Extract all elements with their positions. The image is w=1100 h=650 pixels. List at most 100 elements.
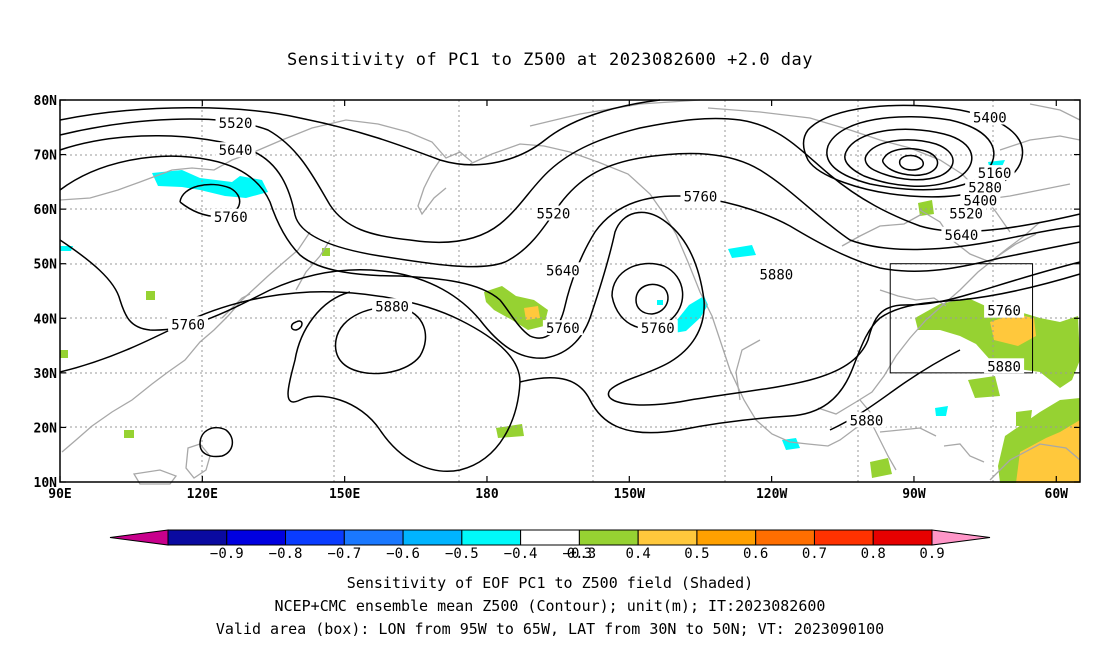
colorbar-swatch xyxy=(637,529,698,546)
lat-tick-label: 20N xyxy=(34,421,58,436)
colorbar-swatch xyxy=(813,529,874,546)
negative-patch xyxy=(728,245,756,258)
colorbar-label: −0.5 xyxy=(445,546,479,562)
lat-tick-label: 70N xyxy=(34,149,58,164)
contour-label: 5280 xyxy=(968,180,1002,196)
colorbar-label: −0.8 xyxy=(269,546,303,562)
contour-label: 5880 xyxy=(375,299,409,315)
contour-label: 5520 xyxy=(949,207,983,223)
contour-line xyxy=(611,262,684,330)
lat-tick-label: 60N xyxy=(34,203,58,218)
contour-label: 5520 xyxy=(537,207,571,223)
high-positive-patch xyxy=(1016,420,1080,483)
map-frame xyxy=(59,99,1081,483)
positive-patch xyxy=(1016,410,1032,426)
negative-patch xyxy=(935,406,948,416)
contour-label-bg xyxy=(846,412,887,428)
contour-label: 5400 xyxy=(964,193,998,209)
positive-patch xyxy=(870,458,892,478)
positive-patch xyxy=(484,286,548,330)
contour-line xyxy=(59,99,661,166)
colorbar-over-triangle xyxy=(931,529,991,546)
colorbar-swatch xyxy=(872,529,933,546)
contour-label: 5640 xyxy=(546,263,580,279)
negative-patch xyxy=(673,296,708,333)
contour-line xyxy=(59,117,1081,243)
contour-line xyxy=(199,426,234,458)
lon-tick-label: 180 xyxy=(475,487,499,502)
colorbar-label: −0.7 xyxy=(327,546,361,562)
contour-labels: 5520 5640 5760 5520 5640 5760 5880 5880 5760 5760… xyxy=(168,109,1025,429)
lon-tick-label: 90W xyxy=(902,487,926,502)
positive-patch xyxy=(918,200,934,216)
contour-label-bg xyxy=(969,109,1010,125)
lon-tick-label: 60W xyxy=(1045,487,1069,502)
colorbar-swatch xyxy=(520,529,580,546)
colorbar-swatch xyxy=(285,529,345,546)
colorbar-label: 0.8 xyxy=(861,546,886,562)
contour-label-bg xyxy=(215,142,256,158)
colorbar-swatch xyxy=(343,529,404,546)
contour-label: 5760 xyxy=(546,321,580,337)
contour-label: 5880 xyxy=(850,413,884,429)
colorbar: −0.9 −0.8 −0.7 −0.6 −0.5 −0.4 −0.30.3 0.4 0.5 0.6… xyxy=(109,529,991,562)
negative-patch xyxy=(657,300,663,305)
contour-label: 5640 xyxy=(219,143,253,159)
contour-label: 5760 xyxy=(171,317,205,333)
coastlines xyxy=(59,99,1081,485)
colorbar-label: 0.7 xyxy=(802,546,827,562)
contour-label: 5760 xyxy=(684,190,718,206)
lat-tick-label: 30N xyxy=(34,367,58,382)
colorbar-under-triangle xyxy=(109,529,169,546)
lon-tick-label: 90E xyxy=(48,487,71,502)
caption-contour: NCEP+CMC ensemble mean Z500 (Contour); u… xyxy=(274,597,826,615)
colorbar-label: −0.4 xyxy=(504,546,538,562)
lat-tick-label: 80N xyxy=(34,94,58,109)
contour-label: 5400 xyxy=(973,110,1007,126)
contour-label-bg xyxy=(974,165,1015,181)
contour-label-bg xyxy=(941,226,982,242)
colorbar-label: 0.5 xyxy=(684,546,709,562)
caption-valid-area: Valid area (box): LON from 95W to 65W, L… xyxy=(215,620,885,638)
contour-line xyxy=(59,291,521,472)
positive-patch xyxy=(146,291,155,300)
contour-line xyxy=(844,128,973,187)
contour-label: 5760 xyxy=(987,304,1021,320)
positive-patch xyxy=(60,350,68,358)
valid-area-box xyxy=(889,263,1034,374)
colorbar-swatch xyxy=(696,529,757,546)
contour-line xyxy=(519,273,1081,434)
lat-tick-label: 10N xyxy=(34,476,58,491)
colorbar-swatch xyxy=(167,529,228,546)
contour-label: 5760 xyxy=(214,210,248,226)
contour-label: 5880 xyxy=(760,268,794,284)
chart-title: Sensitivity of PC1 to Z500 at 2023082600… xyxy=(286,50,813,70)
colorbar-swatch xyxy=(226,529,287,546)
contour-label-bg xyxy=(960,192,1001,208)
contour-line xyxy=(881,147,939,177)
caption-shading: Sensitivity of EOF PC1 to Z500 field (Sh… xyxy=(346,574,754,592)
lon-tick-label: 120W xyxy=(756,487,787,502)
contour-line xyxy=(826,116,995,191)
high-positive-patch xyxy=(990,314,1036,346)
contour-line xyxy=(179,183,241,218)
colorbar-label: −0.6 xyxy=(386,546,420,562)
lon-tick-label: 120E xyxy=(187,487,218,502)
colorbar-swatch xyxy=(578,529,639,546)
colorbar-label: 0.3 xyxy=(567,546,592,562)
sensitivity-shading xyxy=(60,160,1080,483)
contour-label: 5640 xyxy=(945,228,979,244)
colorbar-label: 0.6 xyxy=(743,546,768,562)
lon-tick-label: 150E xyxy=(329,487,360,502)
contour-label: 5520 xyxy=(219,116,253,132)
colorbar-swatch xyxy=(755,529,815,546)
contour-label-bg xyxy=(210,208,251,224)
contour-label-bg xyxy=(533,205,574,221)
contour-label-bg xyxy=(946,205,987,221)
colorbar-label: −0.9 xyxy=(210,546,244,562)
positive-patch xyxy=(124,430,134,438)
contour-label-bg xyxy=(542,262,583,278)
positive-patch xyxy=(915,298,1080,388)
colorbar-swatch xyxy=(402,529,463,546)
